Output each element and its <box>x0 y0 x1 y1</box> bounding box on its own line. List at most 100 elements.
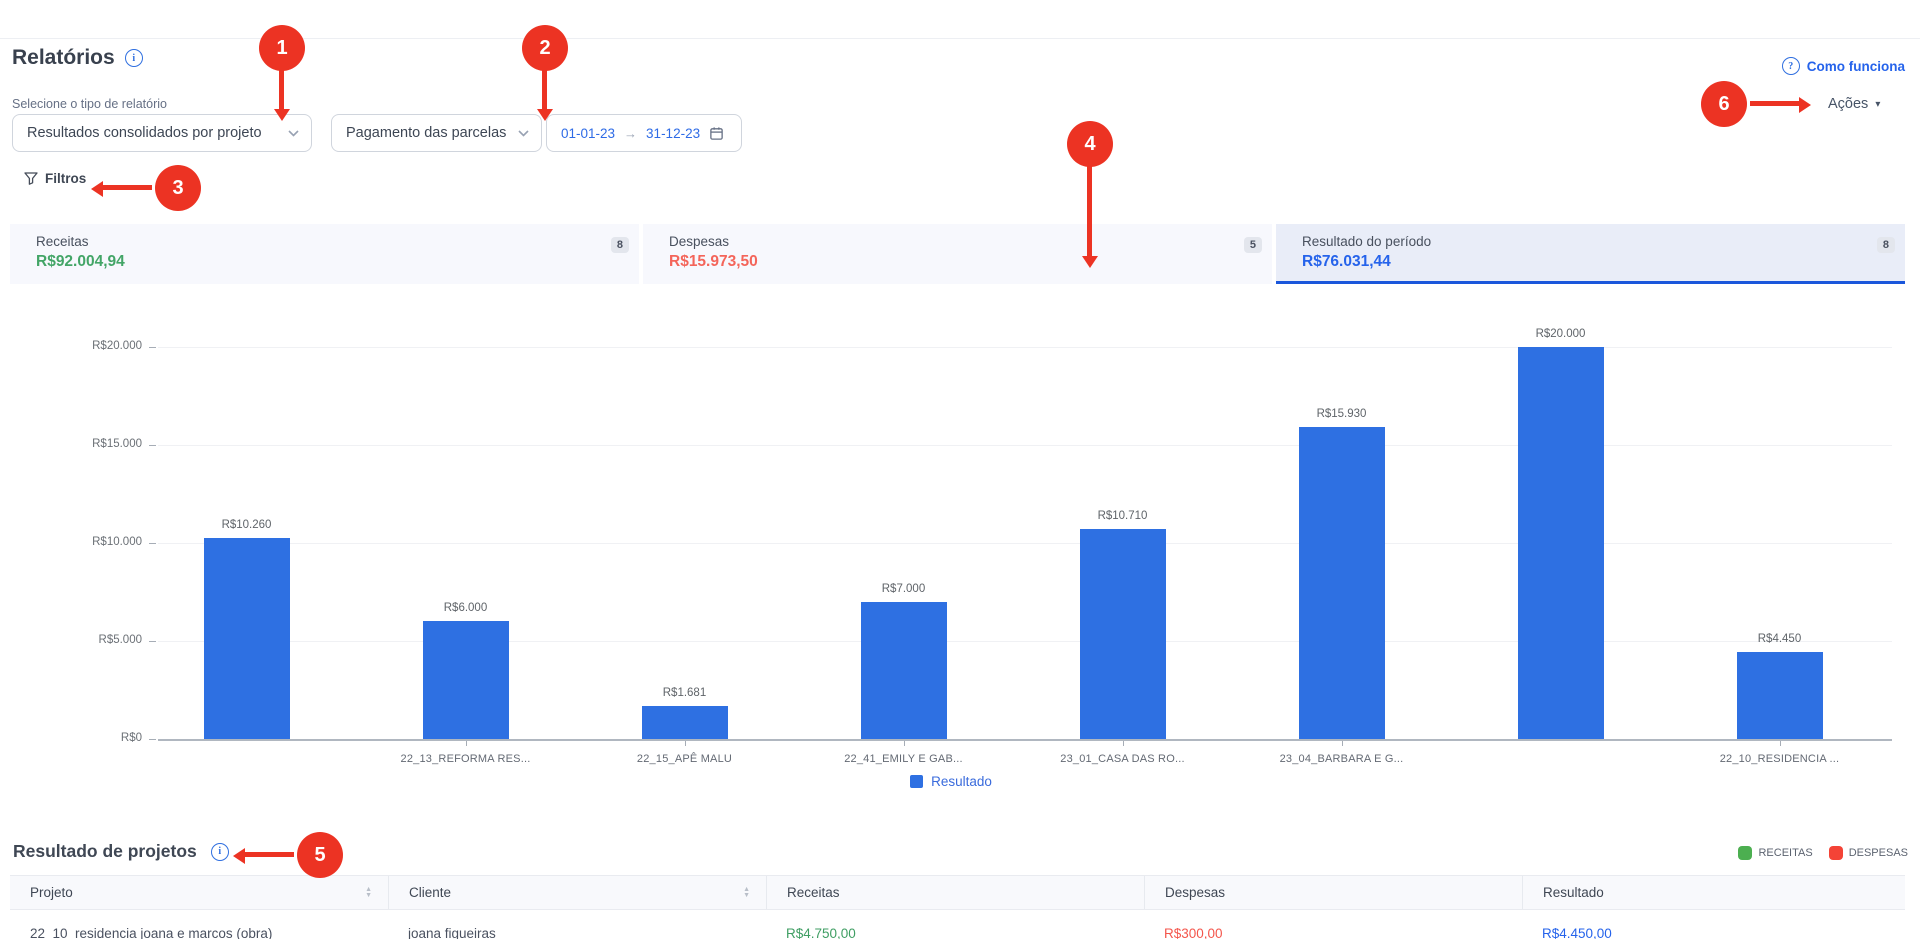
card-label: Receitas <box>36 234 89 249</box>
annotation-circle-5: 5 <box>297 832 343 878</box>
date-range-picker[interactable]: 01-01-23 → 31-12-23 <box>546 114 742 152</box>
cell-receitas: R$4.750,00 <box>786 925 856 939</box>
date-start[interactable]: 01-01-23 <box>561 125 616 141</box>
annotation-arrow-4 <box>1087 164 1092 256</box>
y-axis-tick-mark <box>149 641 156 642</box>
acoes-button[interactable]: Ações ▾ <box>1828 96 1880 112</box>
resultado-periodo-card[interactable]: Resultado do período R$76.031,44 8 <box>1276 224 1905 284</box>
y-axis-tick-label: R$15.000 <box>92 438 142 450</box>
cell-despesas: R$300,00 <box>1164 925 1223 939</box>
resultado-legend-swatch <box>910 775 924 788</box>
column-header-projeto[interactable]: Projeto ▲ ▼ <box>10 876 388 909</box>
section-title: Resultado de projetos <box>13 841 197 861</box>
y-axis-tick-mark <box>149 543 156 544</box>
chart-bar <box>860 602 947 739</box>
info-icon[interactable]: i <box>124 49 143 67</box>
projects-section-header: Resultado de projetos i <box>13 841 229 862</box>
como-funciona-link[interactable]: ? Como funciona <box>1781 57 1905 75</box>
annotation-circle-3: 3 <box>155 165 201 211</box>
chart-gridline <box>158 543 1892 544</box>
legend-chip-receitas: RECEITAS <box>1738 846 1813 860</box>
annotation-arrow-2 <box>542 68 547 109</box>
y-axis-tick-mark <box>149 347 156 348</box>
card-value: R$15.973,50 <box>669 253 758 270</box>
projects-table: Projeto ▲ ▼ Cliente ▲ ▼ Receitas Despesas Result… <box>10 875 1905 939</box>
legend-label: DESPESAS <box>1848 847 1908 859</box>
caret-down-icon: ▾ <box>1875 98 1881 110</box>
table-header-row: Projeto ▲ ▼ Cliente ▲ ▼ Receitas Despesas Result… <box>10 875 1905 910</box>
cell-resultado: R$4.450,00 <box>1542 925 1612 939</box>
filter-funnel-icon <box>24 172 38 185</box>
help-icon: ? <box>1781 57 1800 75</box>
column-header-label: Despesas <box>1165 885 1226 900</box>
annotation-number: 3 <box>172 176 184 199</box>
bar-value-label: R$6.000 <box>443 602 488 614</box>
resultado-legend-label: Resultado <box>931 774 992 789</box>
x-axis-tick <box>1122 741 1124 746</box>
receitas-card[interactable]: Receitas R$92.004,94 8 <box>10 224 639 284</box>
x-axis-category-label: 22_15_APÊ MALU <box>636 753 733 765</box>
legend-chip-despesas: DESPESAS <box>1828 846 1908 860</box>
y-axis-tick-mark <box>149 739 156 740</box>
sort-icon[interactable]: ▲ ▼ <box>743 885 750 899</box>
x-axis-category-label: 23_04_BARBARA E G... <box>1279 753 1404 765</box>
x-axis-category-label: 22_10_RESIDENCIA ... <box>1719 753 1840 765</box>
report-type-value: Resultados consolidados por projeto <box>27 125 262 141</box>
despesas-card[interactable]: Despesas R$15.973,50 5 <box>643 224 1272 284</box>
chevron-down-icon <box>518 129 529 137</box>
x-axis-tick <box>1341 741 1343 746</box>
annotation-circle-2: 2 <box>522 25 568 71</box>
card-label: Despesas <box>669 234 730 249</box>
chart-bar <box>1298 427 1385 739</box>
legend-swatch <box>1828 846 1843 860</box>
filtros-button[interactable]: Filtros <box>24 171 86 186</box>
como-funciona-label: Como funciona <box>1806 58 1905 74</box>
annotation-circle-1: 1 <box>259 25 305 71</box>
calendar-icon[interactable] <box>709 126 724 141</box>
cell-cliente: joana figueiras <box>408 925 496 939</box>
annotation-arrowhead-2 <box>537 109 553 121</box>
annotation-arrowhead-1 <box>274 109 290 121</box>
bar-value-label: R$1.681 <box>662 687 707 699</box>
report-type-select[interactable]: Resultados consolidados por projeto <box>12 114 312 152</box>
annotation-number: 6 <box>1718 92 1730 115</box>
y-axis-tick-label: R$5.000 <box>98 634 142 646</box>
payment-filter-select[interactable]: Pagamento das parcelas <box>331 114 542 152</box>
chart-bar <box>641 706 728 739</box>
chevron-down-icon <box>288 129 299 137</box>
info-icon[interactable]: i <box>210 842 229 861</box>
arrow-right-icon: → <box>624 125 638 141</box>
table-row: 22_10_residencia joana e marcos (obra) jo… <box>10 910 1905 939</box>
card-label: Resultado do período <box>1302 234 1432 249</box>
top-divider <box>0 38 1920 39</box>
chart-bar <box>1079 529 1166 739</box>
x-axis-category-label: 22_41_EMILY E GAB... <box>844 753 963 765</box>
annotation-number: 2 <box>539 36 551 59</box>
x-axis-tick <box>1779 741 1781 746</box>
table-body: 22_10_residencia joana e marcos (obra) jo… <box>10 910 1905 939</box>
y-axis-tick-label: R$20.000 <box>92 340 142 352</box>
column-header-label: Cliente <box>409 885 452 900</box>
bar-value-label: R$10.710 <box>1097 510 1148 522</box>
bar-value-label: R$20.000 <box>1535 328 1586 340</box>
filtros-label: Filtros <box>45 171 87 186</box>
count-badge: 8 <box>610 237 629 253</box>
chart-gridline <box>158 445 1892 446</box>
payment-filter-value: Pagamento das parcelas <box>346 125 507 141</box>
annotation-arrow-1 <box>279 68 284 109</box>
annotation-arrowhead-3 <box>91 181 103 197</box>
acoes-label: Ações <box>1828 96 1869 112</box>
column-header-cliente[interactable]: Cliente ▲ ▼ <box>388 876 766 909</box>
table-legend: RECEITAS DESPESAS <box>1738 846 1908 860</box>
count-badge: 5 <box>1243 237 1262 253</box>
bar-value-label: R$4.450 <box>1757 633 1802 645</box>
sort-icon[interactable]: ▲ ▼ <box>365 885 372 899</box>
bar-value-label: R$10.260 <box>221 519 272 531</box>
date-end[interactable]: 31-12-23 <box>646 125 701 141</box>
chart-gridline <box>158 347 1892 348</box>
annotation-circle-4: 4 <box>1067 121 1113 167</box>
bar-value-label: R$7.000 <box>881 583 926 595</box>
chart-bar <box>203 538 290 739</box>
annotation-circle-6: 6 <box>1701 81 1747 127</box>
annotation-arrow-6 <box>1750 101 1799 106</box>
